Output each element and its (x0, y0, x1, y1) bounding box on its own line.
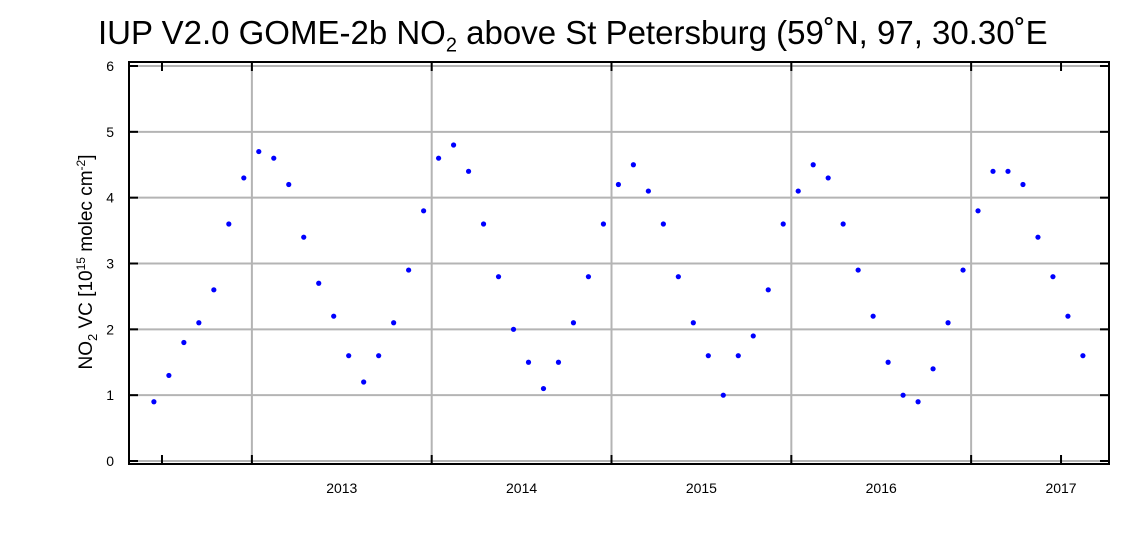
y-axis-label: NO2 VC [1015 molec cm-2] (74, 155, 100, 370)
data-point (675, 274, 681, 280)
data-point (825, 175, 831, 181)
data-point (870, 313, 876, 319)
data-point (645, 188, 651, 194)
y-tick-label: 6 (106, 58, 114, 74)
data-point (1020, 181, 1026, 188)
data-point (1080, 353, 1086, 359)
data-point (301, 234, 307, 240)
data-point (421, 208, 427, 214)
axis-ticks: 0 1 2 3 4 5 6 2013 2014 2015 2016 2017 (106, 58, 1109, 496)
data-point (286, 181, 292, 188)
data-point (1065, 313, 1071, 319)
x-tick-label: 2015 (686, 480, 717, 496)
grid-lines (129, 62, 1109, 464)
data-point (720, 392, 726, 398)
data-point (600, 221, 607, 227)
chart-title: IUP V2.0 GOME-2b NO2 above St Petersburg… (98, 14, 1129, 58)
title-text-suffix: above St Petersburg (59˚N, 97, 30.30˚E (456, 14, 1048, 51)
data-point (495, 274, 502, 280)
y-tick-label: 3 (106, 256, 114, 272)
x-tick-label: 2014 (506, 480, 537, 496)
data-point (450, 142, 457, 148)
title-text: IUP V2.0 GOME-2b NO (98, 14, 446, 51)
data-points (151, 142, 1086, 405)
data-point (211, 287, 217, 293)
x-tick-label: 2016 (866, 480, 897, 496)
data-point (585, 274, 592, 280)
data-point (181, 339, 187, 346)
data-point (570, 320, 577, 326)
data-point (166, 372, 172, 379)
x-tick-label: 2013 (326, 480, 357, 496)
data-point (930, 366, 936, 372)
data-point (900, 392, 906, 398)
data-point (361, 379, 367, 385)
data-point (765, 287, 771, 293)
data-point (465, 168, 472, 174)
data-point (630, 162, 636, 168)
data-point (990, 168, 996, 174)
data-point (435, 155, 442, 161)
data-point (151, 399, 157, 405)
data-point (1035, 234, 1041, 240)
data-point (226, 221, 232, 227)
data-point (510, 326, 517, 332)
data-point (316, 280, 322, 286)
data-point (885, 359, 891, 365)
data-point (795, 188, 801, 194)
data-point (705, 353, 711, 359)
title-subscript: 2 (445, 34, 457, 57)
data-point (945, 320, 951, 326)
data-point (525, 359, 532, 365)
data-point (555, 359, 562, 365)
data-point (256, 148, 262, 155)
data-point (271, 155, 277, 161)
data-point (735, 353, 741, 359)
data-point (615, 181, 622, 188)
data-point (915, 399, 921, 405)
data-point (391, 320, 397, 326)
data-point (810, 162, 816, 168)
y-tick-label: 4 (106, 190, 114, 206)
data-point (690, 320, 696, 326)
data-point (975, 208, 981, 214)
y-tick-label: 5 (106, 124, 114, 140)
data-point (1005, 168, 1011, 174)
data-point (376, 353, 382, 359)
data-point (196, 320, 202, 326)
data-point (840, 221, 846, 227)
data-point (406, 267, 412, 273)
x-tick-label: 2017 (1045, 480, 1076, 496)
data-point (780, 221, 786, 227)
data-point (331, 313, 337, 319)
data-point (1050, 274, 1056, 280)
y-tick-label: 1 (106, 387, 114, 403)
data-point (346, 353, 352, 359)
data-point (750, 333, 756, 339)
data-point (540, 385, 547, 392)
y-tick-label: 0 (106, 453, 114, 469)
data-point (960, 267, 966, 273)
y-tick-label: 2 (106, 321, 114, 337)
data-point (241, 175, 247, 181)
data-point (480, 221, 487, 227)
data-point (660, 221, 666, 227)
data-point (855, 267, 861, 273)
